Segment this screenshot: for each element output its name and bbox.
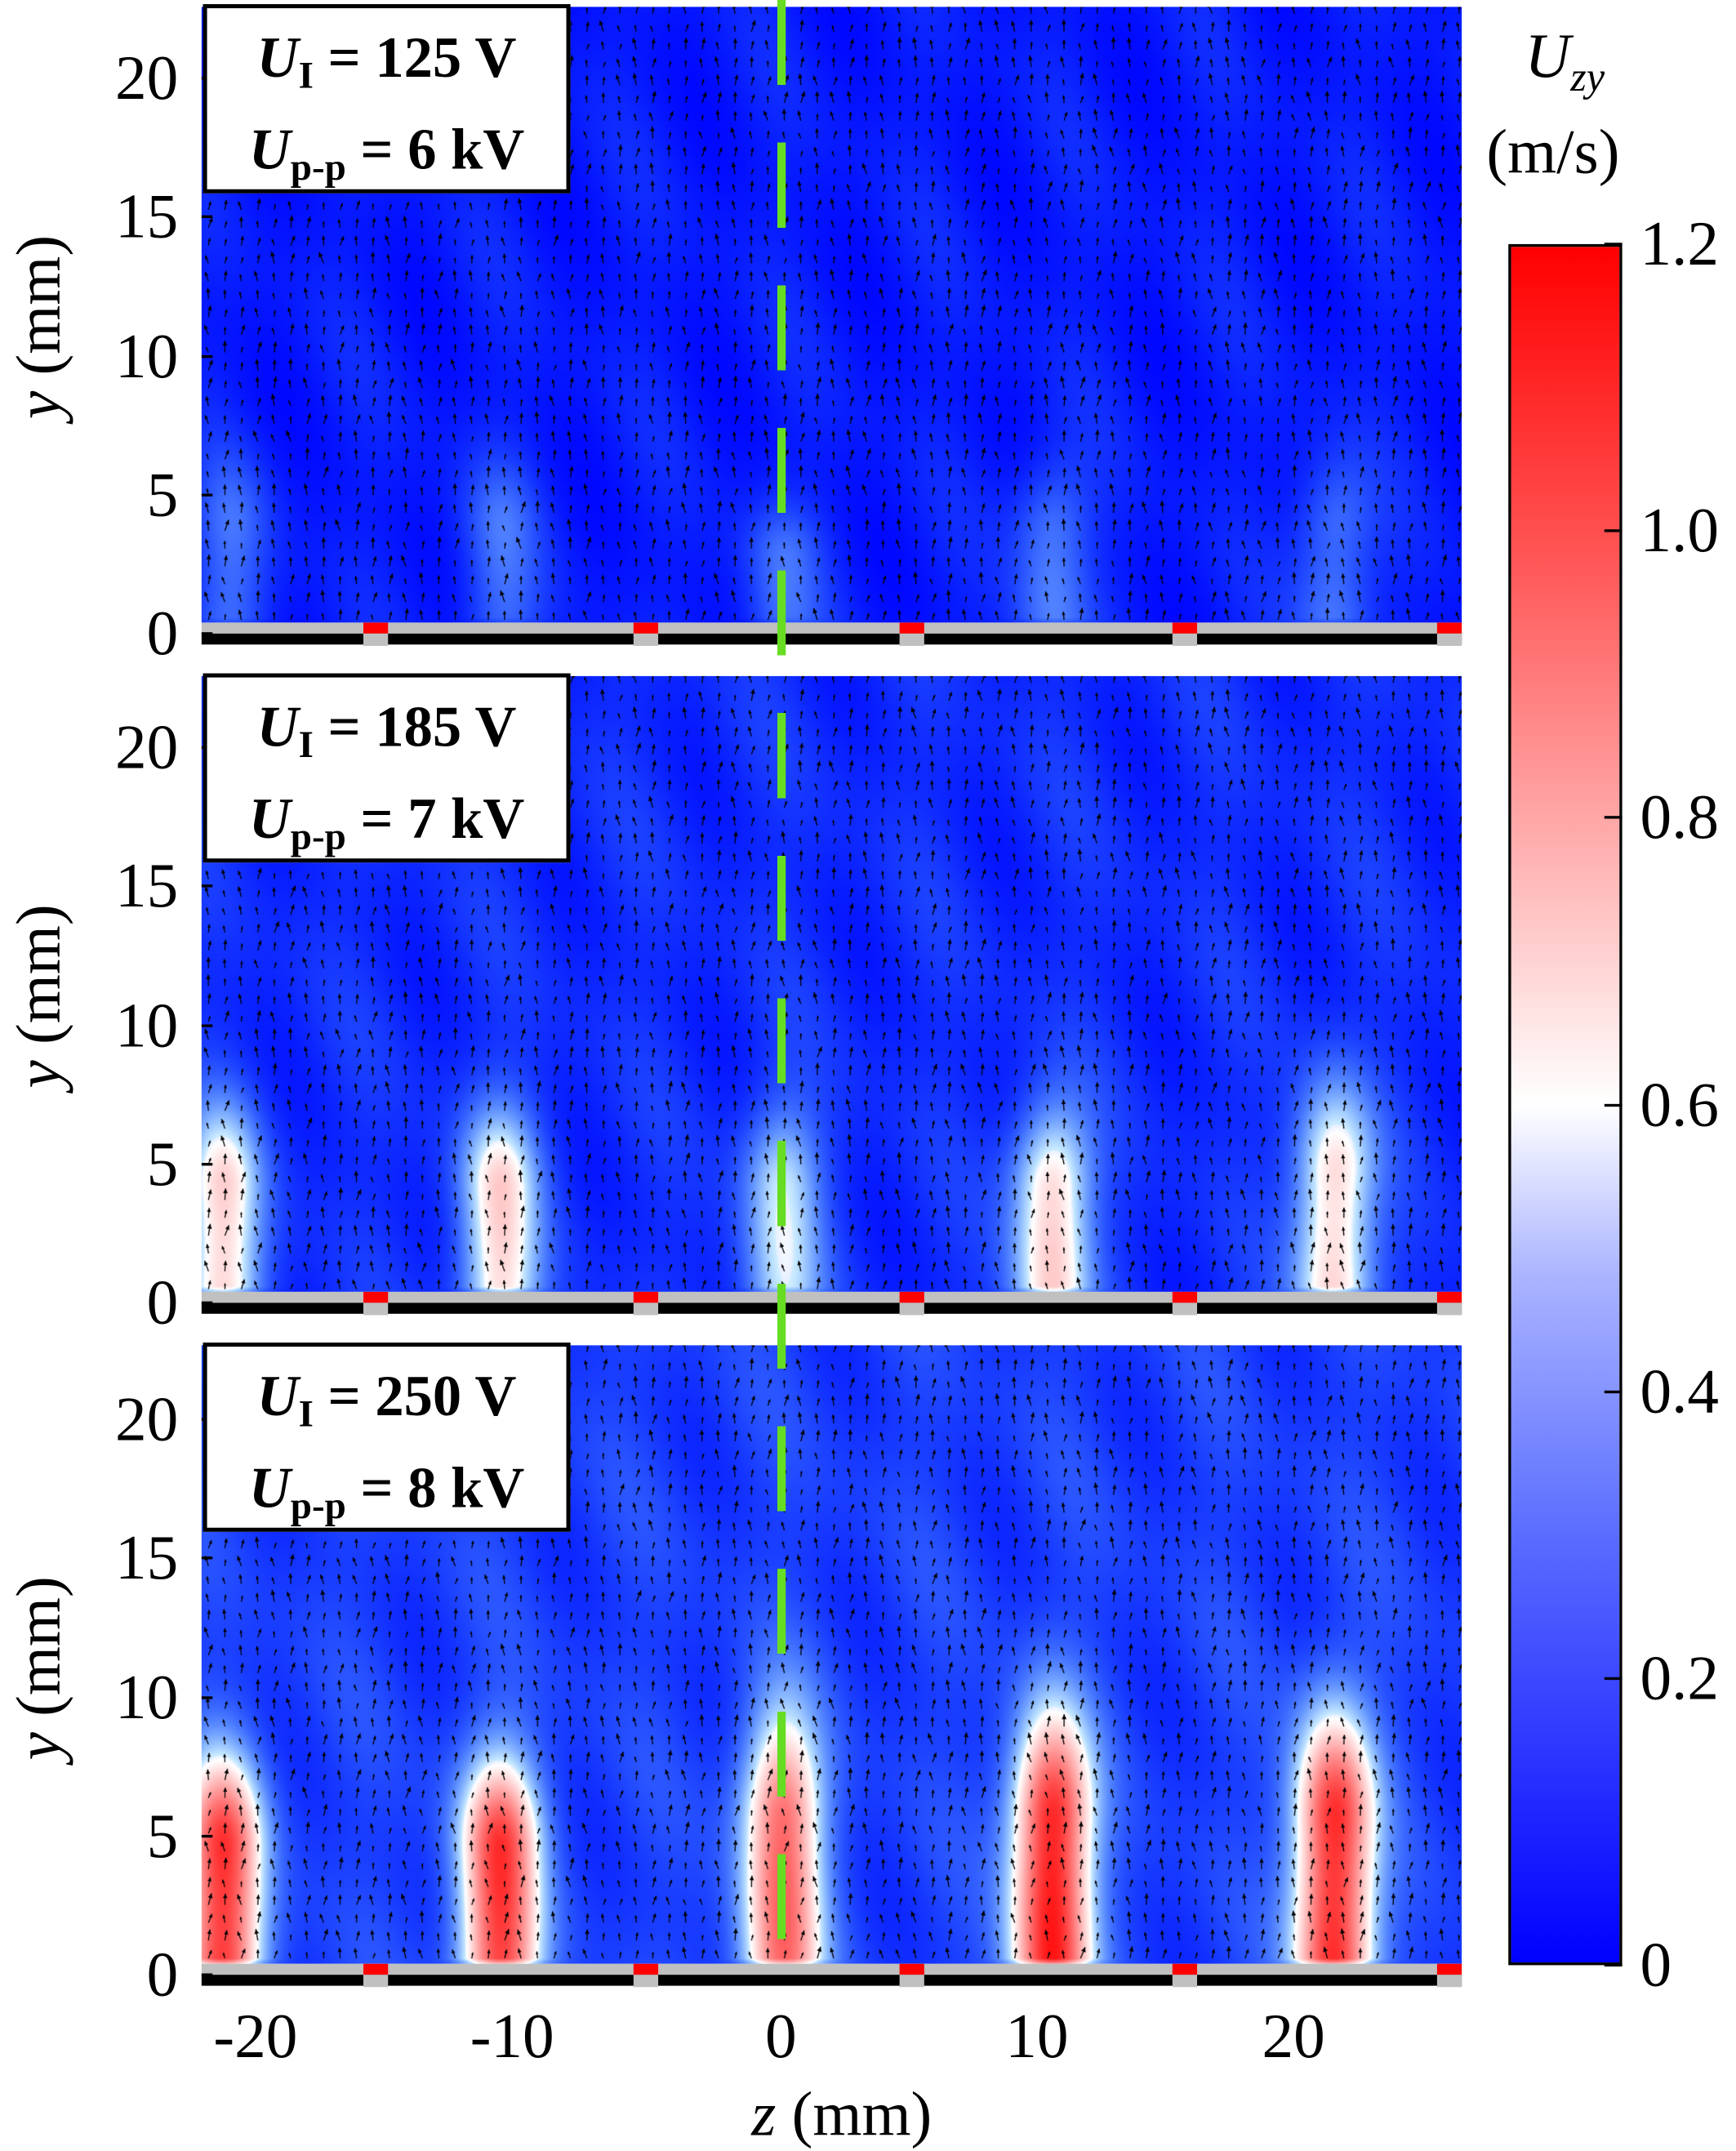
colorbar-tick-label: 0.8 — [1640, 782, 1720, 853]
reference-line-z0 — [777, 0, 786, 1945]
dielectric-layer — [201, 1963, 1462, 1975]
exposed-electrode — [900, 622, 925, 646]
y-tick-label: 15 — [115, 1522, 179, 1593]
colorbar-tick-label: 1.0 — [1640, 495, 1720, 566]
colorbar-title: Uzy — [1525, 20, 1605, 100]
y-axis-label: y (mm) — [3, 234, 73, 420]
peak-voltage-label: Up-p = 8 kV — [248, 1458, 525, 1528]
electrode-strip — [201, 1963, 1462, 1988]
y-tick-mark — [201, 1556, 213, 1560]
y-tick-label: 20 — [115, 1383, 179, 1454]
x-tick-label: 20 — [1262, 2001, 1325, 2071]
voltage-label-box: UI = 125 V Up-p = 6 kV — [203, 4, 571, 194]
y-tick-label: 0 — [146, 598, 179, 668]
y-tick-label: 5 — [146, 1128, 179, 1199]
colorbar-tick-mark — [1604, 1390, 1622, 1393]
colorbar-unit: (m/s) — [1486, 116, 1620, 187]
y-tick-mark — [201, 354, 213, 358]
y-axis-label: y (mm) — [3, 1576, 73, 1761]
voltage-label-box: UI = 250 V Up-p = 8 kV — [203, 1343, 571, 1532]
y-tick-label: 15 — [115, 181, 179, 252]
colorbar-tick-mark — [1604, 243, 1622, 246]
exposed-electrode — [900, 1291, 925, 1316]
exposed-electrode — [363, 1963, 389, 1988]
y-tick-mark — [201, 632, 213, 635]
exposed-electrode — [1436, 1963, 1462, 1988]
voltage-label-box: UI = 185 V Up-p = 7 kV — [203, 673, 571, 863]
y-tick-label: 5 — [146, 1800, 179, 1871]
x-tick-label: -20 — [213, 2001, 298, 2071]
colorbar-tick-label: 0.2 — [1640, 1642, 1720, 1713]
ground-electrode — [201, 1975, 1462, 1986]
dc-voltage-label: UI = 185 V — [256, 697, 517, 767]
y-tick-mark — [201, 493, 213, 497]
y-tick-label: 5 — [146, 459, 179, 529]
y-tick-mark — [201, 1162, 213, 1165]
y-tick-mark — [201, 1301, 213, 1305]
exposed-electrode — [363, 1291, 389, 1316]
peak-voltage-label: Up-p = 6 kV — [248, 119, 525, 189]
colorbar-tick-label: 1.2 — [1640, 208, 1720, 278]
exposed-electrode — [633, 1963, 658, 1988]
x-tick-label: 0 — [765, 2001, 797, 2071]
exposed-electrode — [1172, 1963, 1197, 1988]
y-tick-mark — [201, 1695, 213, 1699]
exposed-electrode — [633, 622, 658, 646]
exposed-electrode — [1436, 1291, 1462, 1316]
electrode-strip — [201, 622, 1462, 646]
y-tick-mark — [201, 216, 213, 219]
colorbar-tick-mark — [1604, 1677, 1622, 1680]
x-axis-label: z (mm) — [751, 2078, 933, 2149]
y-tick-label: 20 — [115, 42, 179, 113]
exposed-electrode — [1172, 1291, 1197, 1316]
y-tick-mark — [201, 1834, 213, 1837]
exposed-electrode — [363, 622, 389, 646]
colorbar — [1508, 243, 1622, 1966]
dc-voltage-label: UI = 250 V — [256, 1365, 517, 1436]
y-tick-label: 10 — [115, 320, 179, 390]
peak-voltage-label: Up-p = 7 kV — [248, 788, 525, 859]
colorbar-tick-mark — [1604, 816, 1622, 820]
exposed-electrode — [900, 1963, 925, 1988]
x-tick-label: -10 — [470, 2001, 554, 2071]
exposed-electrode — [1436, 622, 1462, 646]
y-tick-label: 10 — [115, 989, 179, 1060]
y-tick-label: 15 — [115, 850, 179, 921]
dielectric-layer — [201, 1291, 1462, 1303]
colorbar-tick-mark — [1604, 1102, 1622, 1107]
colorbar-tick-mark — [1604, 1963, 1622, 1967]
y-tick-mark — [201, 1973, 213, 1976]
y-tick-mark — [201, 884, 213, 888]
colorbar-tick-mark — [1604, 529, 1622, 532]
y-tick-mark — [201, 1023, 213, 1027]
dielectric-layer — [201, 622, 1462, 634]
colorbar-tick-label: 0.4 — [1640, 1356, 1720, 1426]
x-tick-label: 10 — [1005, 2001, 1069, 2071]
exposed-electrode — [1172, 622, 1197, 646]
dc-voltage-label: UI = 125 V — [256, 27, 517, 98]
colorbar-tick-label: 0.6 — [1640, 1069, 1720, 1139]
y-tick-label: 20 — [115, 711, 179, 782]
electrode-strip — [201, 1291, 1462, 1316]
y-axis-label: y (mm) — [3, 904, 73, 1089]
y-tick-label: 0 — [146, 1939, 179, 2010]
ground-electrode — [201, 1303, 1462, 1314]
y-tick-label: 0 — [146, 1267, 179, 1338]
y-tick-label: 10 — [115, 1661, 179, 1732]
exposed-electrode — [633, 1291, 658, 1316]
ground-electrode — [201, 633, 1462, 645]
colorbar-tick-label: 0 — [1640, 1929, 1672, 2000]
